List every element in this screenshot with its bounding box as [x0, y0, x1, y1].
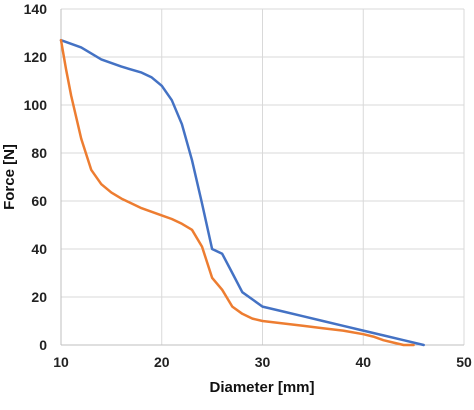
x-tick-label: 20 [154, 354, 170, 370]
x-tick-label: 40 [355, 354, 371, 370]
series-line-1 [59, 38, 425, 347]
y-tick-labels: 0 20 40 60 80 100 120 140 [24, 1, 48, 353]
y-tick-label: 60 [31, 193, 47, 209]
y-axis-title: Force [N] [1, 144, 18, 210]
axes [60, 9, 464, 346]
x-tick-label: 50 [456, 354, 472, 370]
series-line-2 [59, 38, 415, 347]
y-tick-label: 120 [24, 49, 48, 65]
y-tick-label: 80 [31, 145, 47, 161]
x-tick-label: 30 [255, 354, 271, 370]
y-tick-label: 140 [24, 1, 48, 17]
x-tick-label: 10 [53, 354, 69, 370]
x-axis-title: Diameter [mm] [209, 379, 314, 396]
grid-lines [61, 8, 465, 345]
y-tick-label: 0 [39, 337, 47, 353]
y-tick-label: 40 [31, 241, 47, 257]
x-tick-labels: 10 20 30 40 50 [53, 354, 472, 370]
y-tick-label: 100 [24, 97, 48, 113]
series-group [59, 38, 425, 347]
y-tick-label: 20 [31, 289, 47, 305]
